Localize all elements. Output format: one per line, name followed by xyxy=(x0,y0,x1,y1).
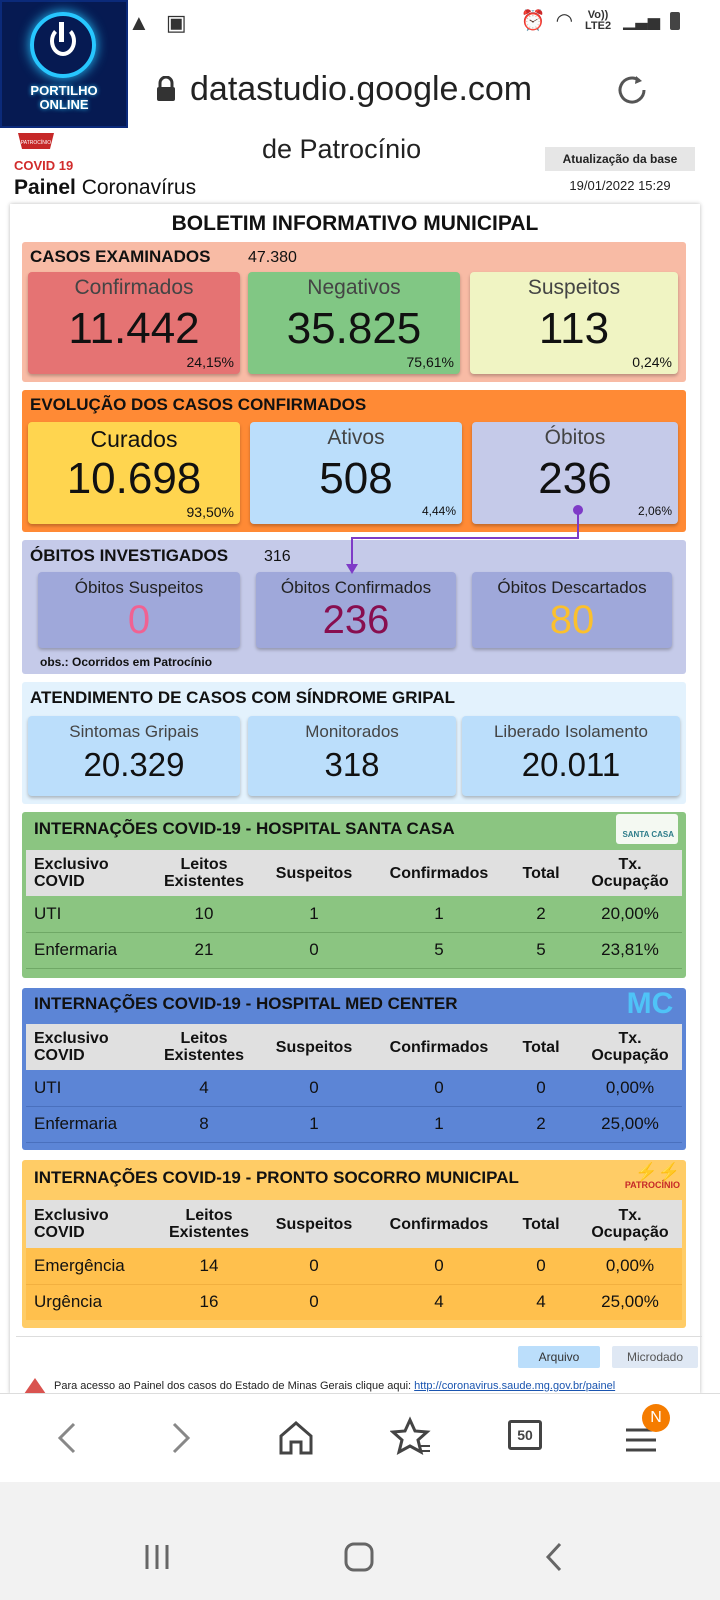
table-row: UTI 10 1 1 2 20,00% xyxy=(26,896,682,932)
system-back-icon[interactable] xyxy=(542,1540,566,1574)
update-label: Atualização da base xyxy=(545,147,695,171)
section-title: EVOLUÇÃO DOS CASOS CONFIRMADOS xyxy=(30,395,367,414)
tabs-count: 50 xyxy=(517,1427,533,1443)
section-atendimento: ATENDIMENTO DE CASOS COM SÍNDROME GRIPAL… xyxy=(22,682,686,804)
card-liberado-isolamento: Liberado Isolamento 20.011 xyxy=(462,716,680,796)
med-center-table: Exclusivo COVID Leitos Existentes Suspeito… xyxy=(26,1024,682,1143)
card-ativos: Ativos 508 4,44% xyxy=(250,422,462,524)
card-monitorados: Monitorados 318 xyxy=(248,716,456,796)
card-obitos-suspeitos: Óbitos Suspeitos 0 xyxy=(38,572,240,648)
battery-icon xyxy=(670,11,680,30)
table-row: Enfermaria 8 1 1 2 25,00% xyxy=(26,1106,682,1142)
status-icons-right: ⏰ ◠ Vo)) LTE2 ▁▃▅ xyxy=(521,8,680,33)
reload-icon[interactable] xyxy=(612,70,652,110)
covid-label: COVID 19 xyxy=(14,158,74,173)
bookmark-star-icon[interactable] xyxy=(390,1416,432,1458)
section-evolucao: EVOLUÇÃO DOS CASOS CONFIRMADOS Curados 1… xyxy=(22,390,686,532)
table-row: Enfermaria 21 0 5 5 23,81% xyxy=(26,932,682,968)
gallery-icon: ▣ xyxy=(165,10,187,35)
warning-icon xyxy=(24,1378,46,1394)
table-row: Emergência 14 0 0 0 0,00% xyxy=(26,1248,682,1284)
table-row: UTI 4 0 0 0 0,00% xyxy=(26,1070,682,1106)
browser-bottom-nav xyxy=(0,1393,720,1482)
casos-total: 47.380 xyxy=(248,249,297,266)
signal-icon: ▁▃▅ xyxy=(623,12,660,30)
power-icon xyxy=(30,12,96,78)
obitos-obs: obs.: Ocorridos em Patrocínio xyxy=(40,655,213,669)
system-home-icon[interactable] xyxy=(342,1540,376,1574)
section-casos-examinados: CASOS EXAMINADOS 47.380 Confirmados 11.4… xyxy=(22,242,686,382)
section-med-center: INTERNAÇÕES COVID-19 - HOSPITAL MED CENT… xyxy=(22,988,686,1150)
card-negativos: Negativos 35.825 75,61% xyxy=(248,272,460,374)
section-title: INTERNAÇÕES COVID-19 - PRONTO SOCORRO MU… xyxy=(34,1168,519,1187)
update-date: 19/01/2022 15:29 xyxy=(569,178,671,193)
painel-title: Painel Coronavírus xyxy=(14,176,197,199)
section-title: ÓBITOS INVESTIGADOS xyxy=(30,546,229,565)
section-pronto-socorro: INTERNAÇÕES COVID-19 - PRONTO SOCORRO MU… xyxy=(22,1160,686,1328)
notification-badge: N xyxy=(642,1404,670,1432)
microdado-button[interactable]: Microdado xyxy=(612,1346,698,1368)
pronto-socorro-table: Exclusivo COVID Leitos Existentes Suspeito… xyxy=(26,1200,682,1320)
arquivo-button[interactable]: Arquivo xyxy=(518,1346,600,1368)
page-title: de Patrocínio xyxy=(262,134,422,164)
notification-icon: ▲ xyxy=(128,10,150,35)
table-row: Urgência 16 0 4 4 25,00% xyxy=(26,1284,682,1320)
santa-casa-table: Exclusivo COVID Leitos Existentes Suspeito… xyxy=(26,850,682,969)
card-curados: Curados 10.698 93,50% xyxy=(28,422,240,524)
pronto-socorro-logo: ⚡⚡ PATROCÍNIO xyxy=(624,1162,680,1190)
med-center-logo: MC xyxy=(626,987,674,1020)
system-nav-bar xyxy=(0,1482,720,1600)
back-icon[interactable] xyxy=(52,1418,82,1458)
recent-apps-icon[interactable] xyxy=(142,1542,172,1572)
section-title: CASOS EXAMINADOS xyxy=(30,247,211,266)
card-obitos-descartados: Óbitos Descartados 80 xyxy=(472,572,672,648)
lock-icon xyxy=(157,76,175,101)
card-sintomas-gripais: Sintomas Gripais 20.329 xyxy=(28,716,240,796)
section-obitos-investigados: ÓBITOS INVESTIGADOS 316 Óbitos Suspeitos… xyxy=(22,540,686,674)
card-suspeitos: Suspeitos 113 0,24% xyxy=(470,272,678,374)
obitos-total: 316 xyxy=(264,548,291,565)
forward-icon[interactable] xyxy=(166,1418,196,1458)
footer-text: Para acesso ao Painel dos casos do Estad… xyxy=(54,1380,616,1392)
logo-text: PORTILHO ONLINE xyxy=(30,83,98,112)
network-label: Vo)) LTE2 xyxy=(585,8,612,32)
section-santa-casa: INTERNAÇÕES COVID-19 - HOSPITAL SANTA CA… xyxy=(22,812,686,978)
bulletin-title: BOLETIM INFORMATIVO MUNICIPAL xyxy=(171,212,539,235)
card-confirmados: Confirmados 11.442 24,15% xyxy=(28,272,240,374)
section-title: ATENDIMENTO DE CASOS COM SÍNDROME GRIPAL xyxy=(30,688,456,707)
status-icons-left: ▲ ▣ xyxy=(128,10,187,36)
connector-arrow xyxy=(346,505,583,574)
section-title: INTERNAÇÕES COVID-19 - HOSPITAL MED CENT… xyxy=(34,994,458,1013)
alarm-icon: ⏰ xyxy=(520,10,546,32)
section-title: INTERNAÇÕES COVID-19 - HOSPITAL SANTA CA… xyxy=(34,819,455,838)
card-obitos-confirmados: Óbitos Confirmados 236 xyxy=(256,572,456,648)
patrocinio-emblem: PATROCÍNIO xyxy=(18,133,54,149)
emblem-text: PATROCÍNIO xyxy=(21,139,51,146)
url-text[interactable]: datastudio.google.com xyxy=(190,70,533,108)
wifi-icon: ◠ xyxy=(555,10,574,32)
footer-link[interactable]: http://coronavirus.saude.mg.gov.br/paine… xyxy=(414,1380,616,1392)
santa-casa-logo: SANTA CASA xyxy=(616,814,678,844)
tabs-button[interactable]: 50 xyxy=(508,1420,542,1450)
home-icon[interactable] xyxy=(276,1418,316,1458)
